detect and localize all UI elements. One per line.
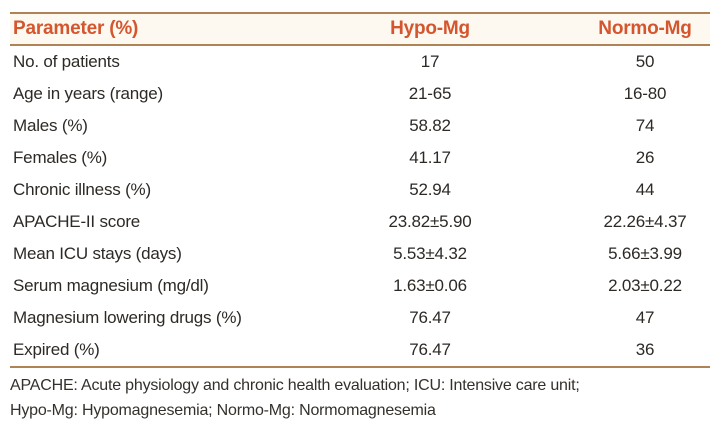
table-body: No. of patients 17 50 Age in years (rang… [10,45,710,368]
table-row: Age in years (range) 21-65 16-80 [10,78,710,110]
table-row: No. of patients 17 50 [10,45,710,78]
parameter-cell: Mean ICU stays (days) [13,244,182,263]
hypo-mg-cell: 5.53±4.32 [393,244,467,263]
hypo-mg-cell: 21-65 [408,84,452,103]
normo-mg-cell: 47 [635,308,655,327]
hypo-mg-cell: 76.47 [360,334,500,368]
table-row: Males (%) 58.82 74 [10,110,710,142]
parameter-cell: No. of patients [13,52,120,71]
table-row: Serum magnesium (mg/dl) 1.63±0.06 2.03±0… [10,270,710,302]
table-row: APACHE-II score 23.82±5.90 22.26±4.37 [10,206,710,238]
normo-mg-cell: 36 [500,334,710,368]
comparison-table: Parameter (%) Hypo-Mg Normo-Mg No. of pa… [10,12,710,368]
normo-mg-cell: 16-80 [623,84,667,103]
footnote-line-2: Hypo-Mg: Hypomagnesemia; Normo-Mg: Normo… [10,402,436,419]
table-footnote: APACHE: Acute physiology and chronic hea… [10,373,709,423]
hypo-mg-cell: 23.82±5.90 [388,212,472,231]
col-header-hypo-mg: Hypo-Mg [360,13,500,46]
normo-mg-cell: 5.66±3.99 [608,244,682,263]
journal-table-container: Parameter (%) Hypo-Mg Normo-Mg No. of pa… [10,12,710,368]
hypo-mg-cell: 41.17 [409,148,451,167]
table-row: Magnesium lowering drugs (%) 76.47 47 [10,302,710,334]
parameter-cell: Expired (%) [10,334,360,368]
parameter-cell: Age in years (range) [13,84,164,103]
col-header-normo-mg: Normo-Mg [500,13,710,46]
parameter-cell: Chronic illness (%) [13,180,151,199]
hypo-mg-cell: 52.94 [409,180,451,199]
parameter-cell: APACHE-II score [13,212,141,231]
table-row: Expired (%) 76.47 36 [10,334,710,368]
parameter-cell: Females (%) [13,148,108,167]
normo-mg-cell: 2.03±0.22 [608,276,682,295]
table-row: Mean ICU stays (days) 5.53±4.32 5.66±3.9… [10,238,710,270]
parameter-cell: Magnesium lowering drugs (%) [13,308,242,327]
table-row: Females (%) 41.17 26 [10,142,710,174]
normo-mg-cell: 44 [635,180,655,199]
footnote-line-1: APACHE: Acute physiology and chronic hea… [10,377,580,394]
col-header-parameter: Parameter (%) [10,13,360,46]
table-row: Chronic illness (%) 52.94 44 [10,174,710,206]
hypo-mg-cell: 76.47 [409,308,451,327]
table-header: Parameter (%) Hypo-Mg Normo-Mg [10,13,710,46]
parameter-cell: Males (%) [13,116,88,135]
normo-mg-cell: 50 [635,52,655,71]
hypo-mg-cell: 1.63±0.06 [393,276,467,295]
hypo-mg-cell: 17 [420,52,440,71]
normo-mg-cell: 22.26±4.37 [603,212,687,231]
normo-mg-cell: 74 [635,116,655,135]
normo-mg-cell: 26 [635,148,655,167]
hypo-mg-cell: 58.82 [409,116,451,135]
header-row: Parameter (%) Hypo-Mg Normo-Mg [10,13,710,46]
parameter-cell: Serum magnesium (mg/dl) [13,276,209,295]
